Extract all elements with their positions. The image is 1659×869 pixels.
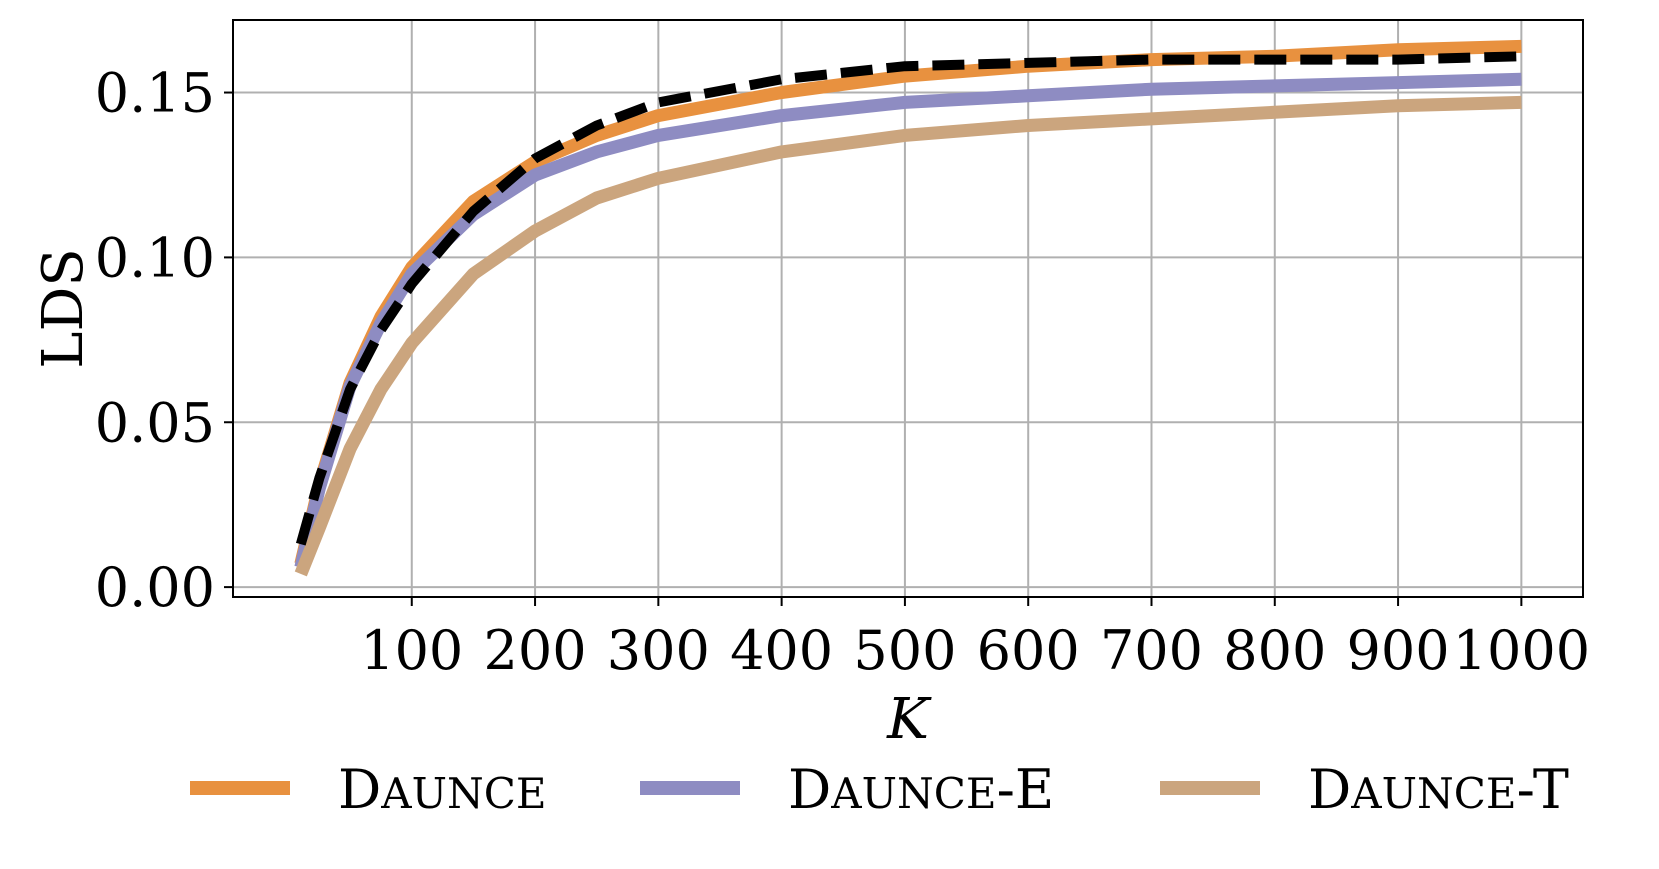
x-tick-label: 100 <box>360 619 463 682</box>
legend: DAUNCE DAUNCE-E DAUNCE-T <box>190 758 1569 821</box>
legend-label: DAUNCE <box>338 758 547 821</box>
series-lines <box>294 39 1522 577</box>
y-tick-label: 0.00 <box>95 556 215 619</box>
x-tick-label: 200 <box>484 619 587 682</box>
y-axis-title: LDS <box>31 248 96 368</box>
series-line-daunce <box>294 39 1522 566</box>
legend-label: DAUNCE-E <box>788 758 1054 821</box>
y-tick-label: 0.15 <box>95 62 215 125</box>
x-tick-label: 700 <box>1100 619 1203 682</box>
y-axis-ticks: 0.00 0.05 0.10 0.15 <box>95 62 233 619</box>
x-tick-label: 300 <box>607 619 710 682</box>
x-tick-label: 1000 <box>1453 619 1590 682</box>
plot-frame <box>232 19 1584 598</box>
x-tick-label: 400 <box>730 619 833 682</box>
series-line-daunce-e <box>294 72 1522 569</box>
x-axis-title: K <box>886 687 932 752</box>
grid <box>233 20 1583 597</box>
x-tick-label: 600 <box>977 619 1080 682</box>
x-tick-label: 800 <box>1223 619 1326 682</box>
y-tick-label: 0.05 <box>95 391 215 454</box>
series-line-daunce-t <box>294 95 1522 577</box>
x-axis-ticks: 100 200 300 400 500 600 700 800 900 1000 <box>360 597 1590 682</box>
y-tick-label: 0.10 <box>95 226 215 289</box>
x-tick-label: 900 <box>1347 619 1450 682</box>
legend-label: DAUNCE-T <box>1308 758 1569 821</box>
x-tick-label: 500 <box>853 619 956 682</box>
series-line-dashed <box>295 51 1522 546</box>
